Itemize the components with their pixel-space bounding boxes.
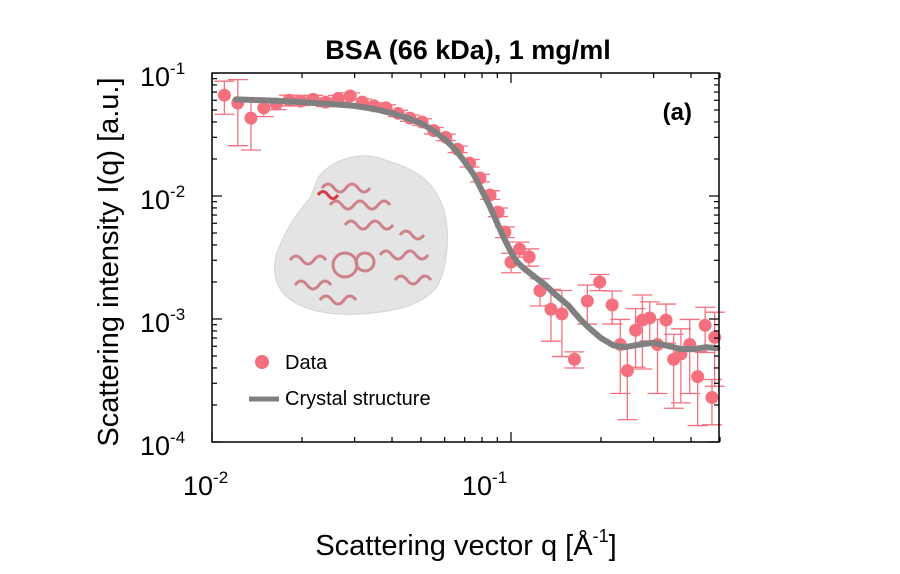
data-point [555,307,569,321]
data-point [620,364,634,378]
y-tick-label: 10-3 [140,305,185,338]
legend: Data Crystal structure [249,352,431,410]
y-tick-labels: 10-1 10-2 10-3 10-4 [140,59,185,461]
error-bar [647,318,668,395]
x-axis-label: Scattering vector q [Å-1] [315,526,616,562]
data-point [217,88,231,102]
legend-label-crystal: Crystal structure [285,388,431,410]
data-point [643,311,657,325]
legend-label-data: Data [285,352,328,374]
y-tick-label: 10-2 [140,182,185,215]
error-bar [632,294,653,370]
protein-ribbon [288,182,433,306]
axis-ticks [211,73,721,443]
axes-frame [211,72,720,443]
error-bar [670,328,691,404]
data-point [605,298,619,312]
panel-label: (a) [663,99,692,126]
error-bar [227,78,248,147]
data-point [343,89,357,103]
x-tick-label: 10-1 [462,468,507,501]
data-point [659,313,673,327]
data-point [593,275,607,289]
data-point [567,352,581,366]
error-bar [687,350,708,427]
data-point [708,330,722,344]
data-point [691,370,705,384]
data-point [629,323,643,337]
y-tick-label: 10-4 [140,428,185,461]
data-point [513,242,527,256]
legend-marker-data [255,355,269,369]
saxs-envelope-shape [274,155,448,315]
data-point [522,250,536,264]
chart-title: BSA (66 kDa), 1 mg/ml [325,35,611,65]
x-tick-labels: 10-2 10-1 [183,468,507,501]
protein-highlight [316,190,340,200]
x-tick-label: 10-2 [183,468,228,501]
data-point [533,284,547,298]
data-point [698,318,712,332]
protein-structure-inset [274,155,448,315]
plot-area [214,78,725,427]
error-bar [679,318,700,395]
data-point [705,391,719,405]
data-point [580,294,594,308]
y-axis-label: Scattering intensity I(q) [a.u.] [93,77,125,446]
data-point [257,101,271,115]
y-tick-label: 10-1 [140,59,185,92]
data-point [244,111,258,125]
data-point [544,302,558,316]
crystal-structure-curve [232,96,721,352]
